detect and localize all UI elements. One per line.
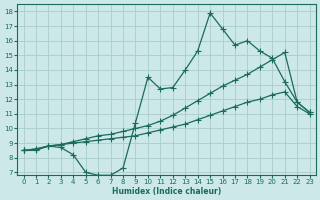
X-axis label: Humidex (Indice chaleur): Humidex (Indice chaleur) [112, 187, 221, 196]
